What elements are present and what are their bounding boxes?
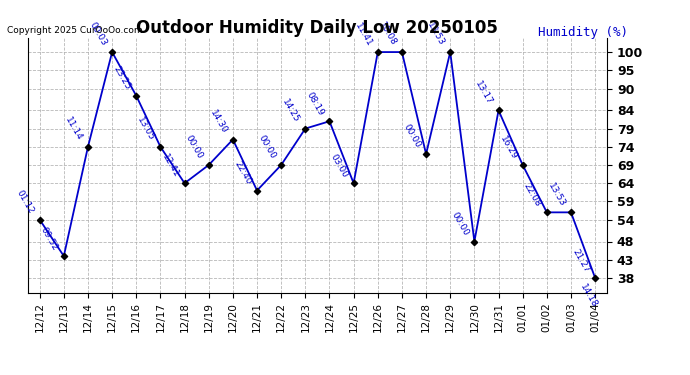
Text: 03:00: 03:00 (328, 152, 349, 179)
Text: 23:25: 23:25 (112, 65, 132, 92)
Point (130, 93, 142, 99)
Point (203, 162, 214, 168)
Point (493, 107, 504, 113)
Point (324, 118, 335, 124)
Text: 14:25: 14:25 (281, 98, 301, 124)
Text: 13:17: 13:17 (473, 79, 494, 106)
Point (251, 188, 262, 194)
Point (106, 49, 117, 55)
Point (83, 144, 94, 150)
Text: 14:18: 14:18 (579, 282, 600, 309)
Text: 16:29: 16:29 (498, 134, 518, 161)
Text: 00:00: 00:00 (256, 134, 277, 161)
Text: 21:27: 21:27 (571, 247, 591, 274)
Point (518, 162, 529, 168)
Text: 12:41: 12:41 (160, 152, 180, 179)
Text: 08:19: 08:19 (304, 90, 325, 117)
Text: 22:40: 22:40 (233, 160, 253, 186)
Text: 01:12: 01:12 (15, 189, 35, 216)
Text: 13:53: 13:53 (546, 181, 566, 208)
Point (276, 162, 287, 168)
Title: Outdoor Humidity Daily Low 20250105: Outdoor Humidity Daily Low 20250105 (137, 20, 498, 38)
Point (589, 275, 600, 281)
Point (34, 217, 46, 223)
Text: Humidity (%): Humidity (%) (538, 26, 628, 39)
Point (396, 49, 407, 55)
Point (541, 209, 552, 215)
Text: 10:08: 10:08 (377, 21, 397, 48)
Point (179, 180, 190, 186)
Text: 11:41: 11:41 (353, 21, 373, 48)
Text: 00:00: 00:00 (184, 134, 204, 161)
Point (469, 238, 480, 244)
Point (348, 180, 359, 186)
Text: 00:00: 00:00 (401, 123, 422, 150)
Text: 13:05: 13:05 (135, 116, 156, 142)
Point (228, 136, 239, 142)
Text: 11:14: 11:14 (63, 116, 83, 142)
Text: 09:52: 09:52 (39, 225, 59, 252)
Text: 00:00: 00:00 (449, 210, 470, 237)
Point (565, 209, 576, 215)
Text: 13:53: 13:53 (425, 21, 446, 48)
Point (373, 49, 384, 55)
Text: 22:08: 22:08 (522, 182, 542, 208)
Point (420, 151, 432, 157)
Text: 14:30: 14:30 (208, 108, 228, 135)
Point (58, 253, 69, 259)
Text: Copyright 2025 CurOoOo.com: Copyright 2025 CurOoOo.com (7, 26, 143, 35)
Text: 00:03: 00:03 (87, 21, 108, 48)
Point (155, 144, 166, 150)
Point (299, 126, 310, 132)
Point (444, 49, 455, 55)
